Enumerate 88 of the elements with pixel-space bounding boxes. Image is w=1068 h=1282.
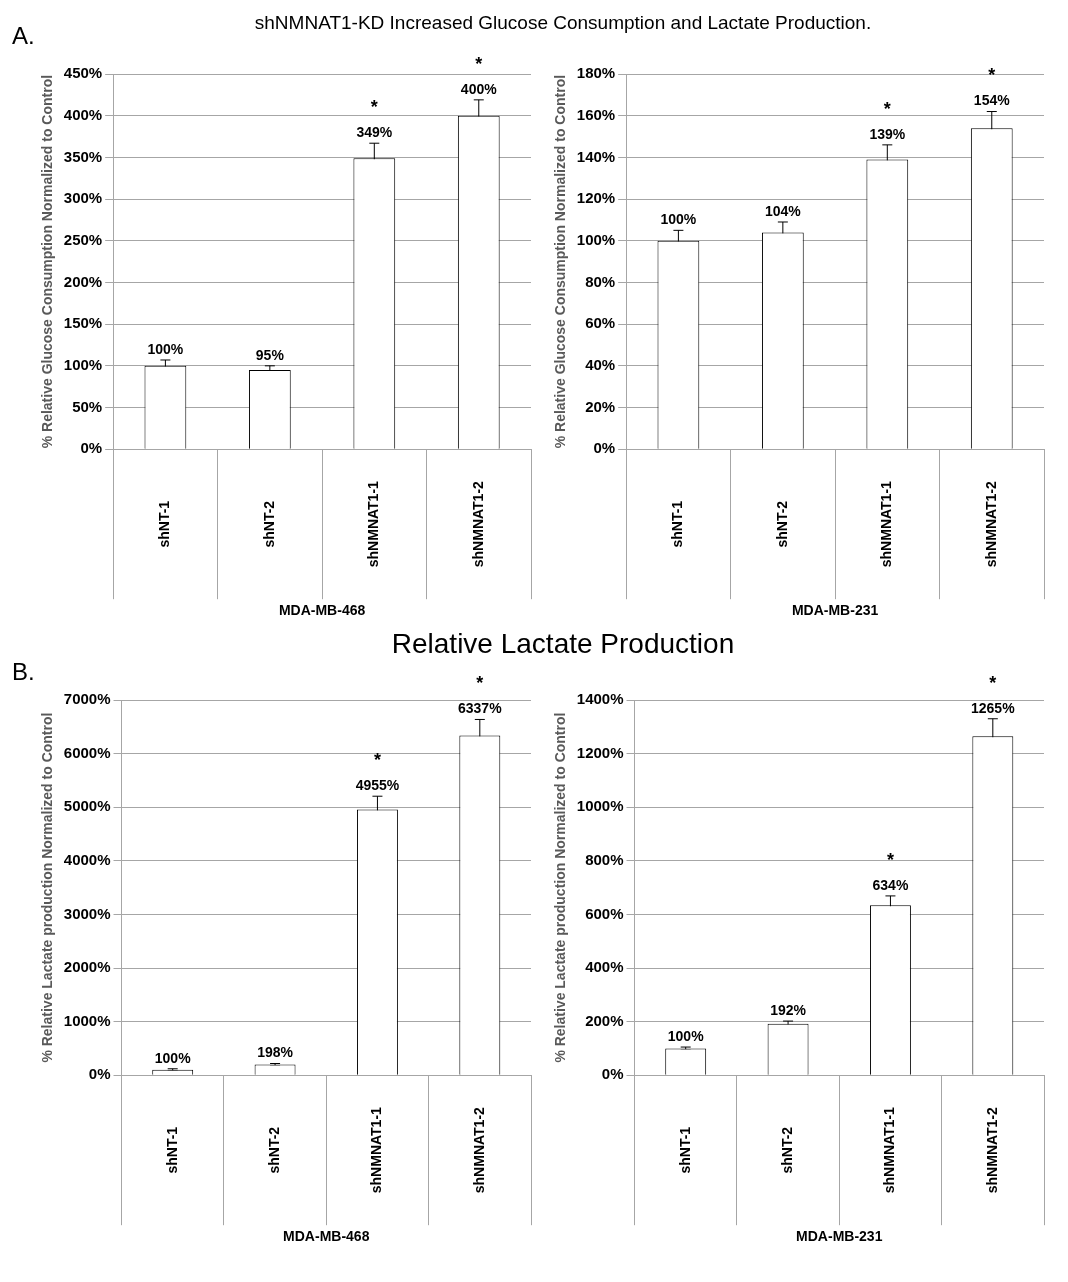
annotation: * bbox=[373, 750, 381, 771]
y-tick-label: 0% bbox=[601, 1065, 624, 1083]
y-tick-label: 60% bbox=[585, 314, 616, 332]
y-tick-label: 120% bbox=[576, 189, 616, 207]
y-tick-label: 140% bbox=[576, 147, 616, 165]
data-label: 198% bbox=[257, 1044, 294, 1061]
annotation: * bbox=[370, 97, 378, 118]
x-tick-label: shNMNAT1-1 bbox=[368, 1106, 385, 1194]
x-axis-title: MDA-MB-231 bbox=[791, 602, 879, 619]
y-tick-label: 1000% bbox=[576, 797, 624, 815]
x-tick-label: shNT-1 bbox=[163, 1126, 180, 1174]
data-label: 95% bbox=[255, 346, 285, 363]
y-axis-title: % Relative Glucose Consumption Normalized to Control bbox=[39, 74, 56, 449]
annotation: * bbox=[886, 849, 894, 870]
y-tick-label: 100% bbox=[576, 230, 616, 248]
data-label: 139% bbox=[869, 125, 906, 142]
x-tick-label: shNMNAT1-1 bbox=[881, 1106, 898, 1194]
text: * bbox=[476, 673, 484, 694]
data-label: 6337% bbox=[458, 700, 503, 717]
y-tick-label: 1000% bbox=[63, 1011, 111, 1029]
y-tick-label: 0% bbox=[88, 1065, 111, 1083]
x-tick-label: shNMNAT1-1 bbox=[365, 480, 382, 568]
annotation: * bbox=[883, 98, 891, 119]
y-tick-label: 160% bbox=[576, 105, 616, 123]
y-axis-title: % Relative Lactate production Normalized to Control bbox=[552, 712, 569, 1063]
y-tick-label: 20% bbox=[585, 397, 616, 415]
data-label: 154% bbox=[973, 92, 1011, 109]
x-tick-label: shNT-2 bbox=[260, 500, 277, 548]
text: B. bbox=[12, 658, 35, 686]
x-axis-title: MDA-MB-468 bbox=[283, 1228, 370, 1245]
data-label: 104% bbox=[764, 202, 802, 219]
y-axis-title: % Relative Glucose Consumption Normalized to Control bbox=[552, 74, 569, 449]
y-tick-label: 600% bbox=[585, 904, 624, 922]
text: A. bbox=[12, 22, 35, 50]
y-tick-label: 4000% bbox=[63, 850, 111, 868]
x-axis-title: MDA-MB-231 bbox=[796, 1228, 883, 1245]
data-label: 100% bbox=[660, 211, 697, 228]
y-tick-label: 3000% bbox=[63, 904, 111, 922]
y-tick-label: 50% bbox=[72, 397, 103, 415]
x-axis-title: MDA-MB-468 bbox=[278, 602, 366, 619]
y-tick-label: 2000% bbox=[63, 958, 111, 976]
x-tick-label: shNT-2 bbox=[773, 500, 790, 548]
y-tick-label: 800% bbox=[585, 850, 624, 868]
y-tick-label: 200% bbox=[585, 1011, 624, 1029]
y-axis-title: % Relative Lactate production Normalized to Control bbox=[39, 712, 56, 1063]
x-tick-label: shNT-2 bbox=[265, 1126, 282, 1174]
chart-title: shNMNAT1-KD Increased Glucose Consumption and Lactate Production. bbox=[254, 12, 872, 33]
y-tick-label: 180% bbox=[576, 64, 616, 82]
data-label: 100% bbox=[154, 1049, 192, 1066]
y-tick-label: 250% bbox=[63, 230, 103, 248]
annotation: * bbox=[988, 65, 996, 86]
data-label: 4955% bbox=[355, 777, 400, 794]
y-tick-label: 0% bbox=[593, 439, 616, 457]
data-label: 400% bbox=[460, 80, 498, 97]
x-tick-label: shNMNAT1-2 bbox=[470, 1106, 487, 1194]
x-tick-label: shNT-2 bbox=[778, 1126, 795, 1174]
x-tick-label: shNT-1 bbox=[676, 1126, 693, 1174]
data-label: 634% bbox=[872, 876, 909, 893]
y-tick-label: 0% bbox=[80, 439, 103, 457]
y-tick-label: 5000% bbox=[63, 797, 111, 815]
x-tick-label: shNMNAT1-2 bbox=[983, 1106, 1000, 1194]
data-label: 349% bbox=[356, 124, 393, 141]
text: * bbox=[475, 53, 483, 74]
y-tick-label: 6000% bbox=[63, 743, 111, 761]
data-label: 1265% bbox=[971, 699, 1016, 716]
y-tick-label: 100% bbox=[63, 355, 103, 373]
data-label: 100% bbox=[667, 1027, 705, 1044]
y-tick-label: 80% bbox=[585, 272, 616, 290]
x-tick-label: shNMNAT1-1 bbox=[878, 480, 895, 568]
y-tick-label: 450% bbox=[63, 64, 103, 82]
y-tick-label: 1200% bbox=[576, 743, 624, 761]
x-tick-label: shNMNAT1-2 bbox=[982, 480, 999, 568]
y-tick-label: 300% bbox=[63, 189, 103, 207]
y-tick-label: 1400% bbox=[576, 690, 624, 708]
data-label: 100% bbox=[147, 340, 184, 357]
x-tick-label: shNMNAT1-2 bbox=[469, 480, 486, 568]
y-tick-label: 400% bbox=[585, 958, 624, 976]
x-tick-label: shNT-1 bbox=[156, 500, 173, 548]
y-tick-label: 400% bbox=[63, 105, 103, 123]
y-tick-label: 7000% bbox=[63, 690, 111, 708]
text: * bbox=[989, 672, 997, 693]
y-tick-label: 350% bbox=[63, 147, 103, 165]
y-tick-label: 150% bbox=[63, 314, 103, 332]
chart-title: Relative Lactate Production bbox=[391, 628, 735, 659]
y-tick-label: 40% bbox=[585, 355, 616, 373]
y-tick-label: 200% bbox=[63, 272, 103, 290]
data-label: 192% bbox=[770, 1001, 807, 1018]
x-tick-label: shNT-1 bbox=[669, 500, 686, 548]
